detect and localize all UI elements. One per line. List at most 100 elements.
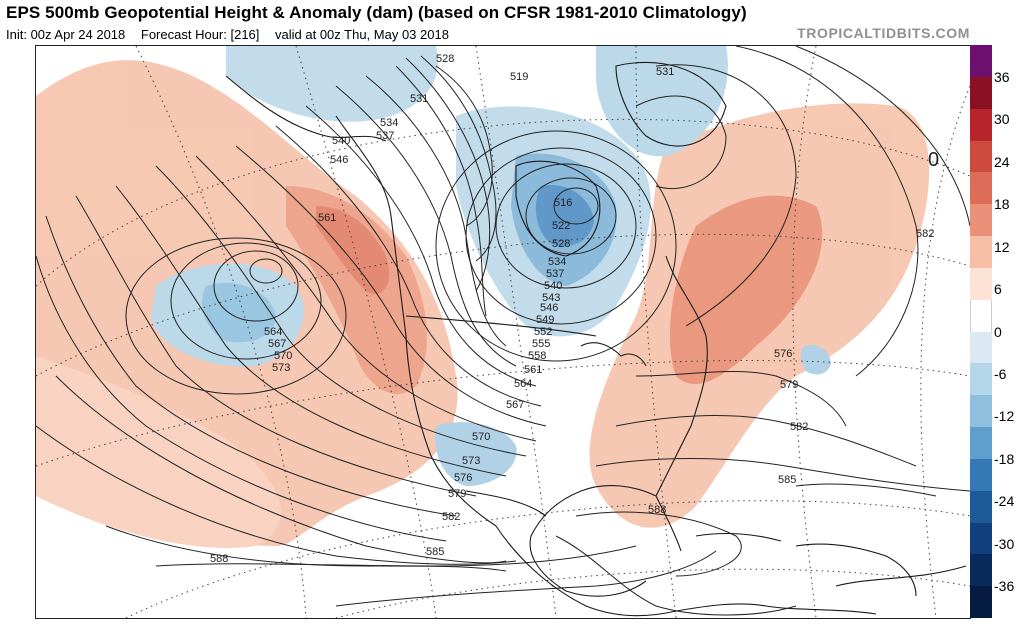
map-svg: 528 531 534 537 540 546 561 564 567 570 … [36,46,970,618]
contour-label: 522 [552,220,570,232]
contour-label: 582 [790,421,808,433]
contour-label: 570 [274,350,292,362]
colorbar-tick-label: 30 [994,111,1010,128]
positive-anomaly-west-ridge-core [286,186,427,395]
alaska-coast [225,75,387,142]
colorbar-tick-label: -12 [994,408,1015,425]
contour-label: 552 [534,326,552,338]
negative-anomaly-atlantic [800,344,831,375]
us-mexico-border [465,490,547,517]
contour-label: 564 [514,378,532,390]
colorbar-tick-label: -6 [994,365,1007,382]
contour-label: 561 [524,364,542,376]
contour-label: 567 [506,399,524,411]
run-info: Init: 00z Apr 24 2018 Forecast Hour: [21… [6,27,461,42]
florida [655,495,682,552]
colorbar-tick-label: -30 [994,535,1015,552]
negative-anomaly-southwest [435,422,517,486]
anomaly-map: 528 531 534 537 540 546 561 564 567 570 … [35,45,971,619]
contour-label: 528 [436,53,454,65]
contour-label: 531 [410,93,428,105]
colorbar-segment [970,490,992,523]
graticule [36,46,970,618]
contour-label: 585 [778,474,796,486]
caribbean-islands [795,543,917,597]
colorbar-segment [970,108,992,141]
gulf-coast [529,485,657,597]
contour-label: 588 [648,504,666,516]
site-brand[interactable]: TROPICALTIDBITS.COM [797,25,970,41]
colorbar-tick-label: 12 [994,238,1010,255]
contour-label: 0 [928,149,939,171]
cuba [695,533,782,542]
contour-label: 555 [532,338,550,350]
mexico-coast [495,525,677,617]
contour-label: 570 [472,431,490,443]
colorbar-segment [970,586,992,619]
positive-anomaly-east-core [669,195,823,385]
contour-label: 585 [426,546,444,558]
great-lakes [580,342,647,367]
contour-label: 537 [376,130,394,142]
colorbar-segment [970,554,992,587]
contour-label: 534 [380,117,398,129]
anomaly-shading [36,46,930,548]
colorbar-segment [970,45,992,78]
south-america [835,565,967,587]
colorbar-segment [970,76,992,110]
contour-label: 576 [774,348,792,360]
colorbar-segment [970,363,992,396]
height-contours [36,46,970,616]
colorbar-tick-label: -24 [994,493,1015,510]
contour-label: 564 [264,326,282,338]
positive-anomaly-pacific [36,356,281,548]
colorbar-segment [970,172,992,205]
us-canada-border [405,315,597,337]
contour-label: 546 [330,154,348,166]
greenland [615,61,727,147]
coastlines-and-borders [225,61,967,617]
valid-time: valid at 00z Thu, May 03 2018 [275,27,449,42]
negative-anomaly-alaska [226,46,438,122]
anomaly-colorbar [970,45,992,619]
colorbar-segment [970,236,992,269]
contour-label: 558 [528,350,546,362]
contour-label: 537 [546,268,564,280]
hudson-bay [515,160,601,257]
chart-title: EPS 500mb Geopotential Height & Anomaly … [6,3,747,22]
colorbar-segment [970,267,992,301]
colorbar-segment [970,458,992,492]
contour-label: 531 [656,66,674,78]
contour-label: 573 [272,362,290,374]
negative-anomaly-hudson-max [535,185,594,247]
contour-label: 567 [268,338,286,350]
contour-label: 549 [536,314,554,326]
contour-label: 579 [448,488,466,500]
colorbar-tick-label: 0 [994,323,1002,340]
contour-label: 579 [780,379,798,391]
contour-label: 528 [552,238,570,250]
colorbar-segment [970,331,992,364]
contour-label: 576 [454,472,472,484]
contour-labels: 528 531 534 537 540 546 561 564 567 570 … [210,53,939,565]
contour-label: 546 [540,302,558,314]
colorbar-segment [970,395,992,428]
contour-label: 516 [554,197,572,209]
colorbar-tick-label: 36 [994,68,1010,85]
colorbar-segment [970,204,992,237]
west-coast [335,115,497,527]
east-coast [655,255,708,497]
contour-label: 588 [210,553,228,565]
colorbar-tick-label: -36 [994,578,1015,595]
colorbar-tick-label: 18 [994,196,1010,213]
colorbar-tick-label: 6 [994,281,1002,298]
forecast-hour: Forecast Hour: [216] [140,27,260,42]
colorbar-segment [970,427,992,460]
contour-label: 543 [542,292,560,304]
contour-label: 540 [332,135,350,147]
colorbar-tick-label: -18 [994,450,1015,467]
contour-label: 582 [442,511,460,523]
contour-label: 582 [916,228,934,240]
colorbar-segment [970,299,992,332]
contour-label: 540 [544,280,562,292]
